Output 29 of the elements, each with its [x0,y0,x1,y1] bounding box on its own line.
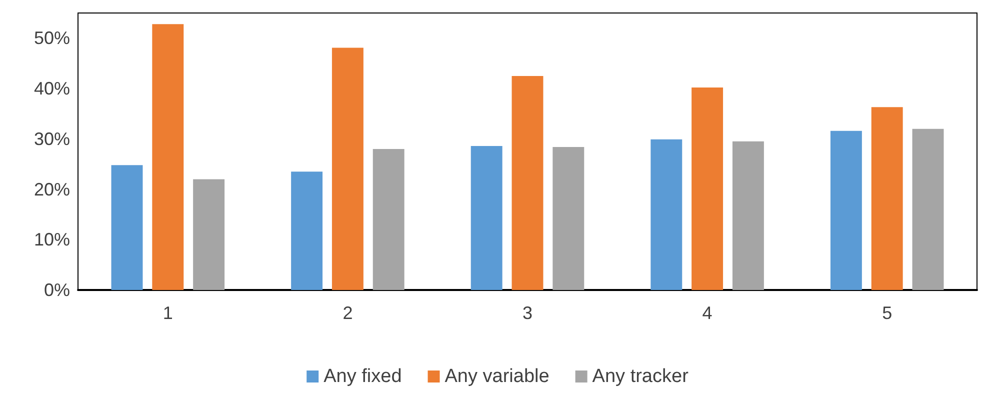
bar [512,76,544,290]
y-tick-label: 30% [34,128,70,149]
y-tick-label: 20% [34,179,70,200]
bar [193,179,225,290]
bar [650,139,682,290]
bar [291,172,323,290]
y-tick-label: 50% [34,28,70,48]
bar [912,128,944,290]
legend-label: Any variable [444,366,550,387]
bar [871,107,903,290]
bar [372,148,404,290]
bar [332,48,364,290]
bar [552,146,584,290]
x-tick-label: 1 [162,303,173,323]
bar [692,88,724,290]
y-tick-label: 0% [44,280,70,300]
x-tick-label: 4 [702,303,712,323]
x-tick-label: 2 [342,303,353,323]
bar [152,24,184,290]
x-tick-label: 5 [882,303,892,323]
bar [830,130,862,290]
x-tick-label: 3 [522,303,533,323]
legend-label: Any tracker [592,366,690,387]
y-tick-label: 10% [34,230,70,250]
y-tick-label: 40% [34,78,70,99]
bar [111,165,143,290]
bar [470,146,502,290]
bar [732,141,764,290]
legend-label: Any fixed [324,366,402,387]
